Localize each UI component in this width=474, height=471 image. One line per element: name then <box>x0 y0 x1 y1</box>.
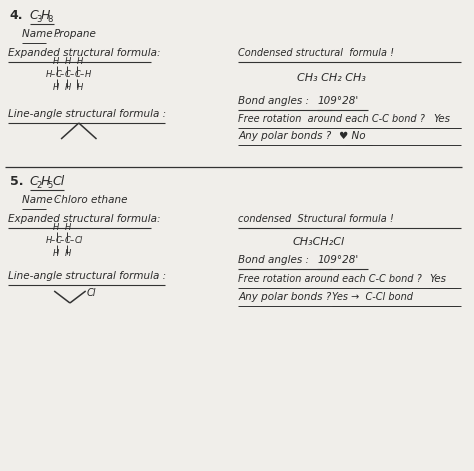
Text: Cl: Cl <box>52 175 64 188</box>
Text: H: H <box>53 83 59 92</box>
Text: Line-angle structural formula :: Line-angle structural formula : <box>8 109 166 119</box>
Text: H: H <box>53 249 59 258</box>
Text: 5: 5 <box>47 181 53 190</box>
Text: –: – <box>70 236 74 245</box>
Text: Expanded structural formula:: Expanded structural formula: <box>8 48 160 58</box>
Text: H: H <box>85 70 91 79</box>
Text: Line-angle structural formula :: Line-angle structural formula : <box>8 271 166 281</box>
Text: C: C <box>65 70 71 79</box>
Text: C: C <box>55 70 61 79</box>
Text: –: – <box>50 236 55 245</box>
Text: 2: 2 <box>36 181 42 190</box>
Text: H: H <box>46 70 52 79</box>
Text: condensed  Structural formula !: condensed Structural formula ! <box>238 214 394 224</box>
Text: H: H <box>53 223 59 232</box>
Text: –: – <box>50 70 55 79</box>
Text: H: H <box>65 83 71 92</box>
Text: Name :: Name : <box>22 29 59 39</box>
Text: H: H <box>46 236 52 245</box>
Text: C: C <box>29 175 38 188</box>
Text: 3: 3 <box>36 15 42 24</box>
Text: H: H <box>65 223 71 232</box>
Text: Expanded structural formula:: Expanded structural formula: <box>8 214 160 224</box>
Text: Yes: Yes <box>429 274 447 284</box>
Text: Any polar bonds ?: Any polar bonds ? <box>238 292 332 302</box>
Text: C: C <box>75 70 81 79</box>
Text: –: – <box>80 70 84 79</box>
Text: Any polar bonds ?: Any polar bonds ? <box>238 131 332 141</box>
Text: Condensed structural  formula !: Condensed structural formula ! <box>238 48 394 58</box>
Text: CH₃CH₂Cl: CH₃CH₂Cl <box>292 237 345 247</box>
Text: Bond angles :: Bond angles : <box>238 255 310 265</box>
Text: H: H <box>65 57 71 66</box>
Text: H: H <box>77 57 83 66</box>
Text: Free rotation around each C-C bond ?: Free rotation around each C-C bond ? <box>238 274 422 284</box>
Text: H: H <box>65 249 71 258</box>
Text: Bond angles :: Bond angles : <box>238 96 316 106</box>
Text: 109°28': 109°28' <box>317 255 358 265</box>
Text: CH₃ CH₂ CH₃: CH₃ CH₂ CH₃ <box>298 73 366 83</box>
Text: Propane: Propane <box>54 29 97 39</box>
Text: H: H <box>77 83 83 92</box>
Text: H: H <box>53 57 59 66</box>
Text: Cl: Cl <box>75 236 83 245</box>
Text: 109°28': 109°28' <box>317 96 358 106</box>
Text: H: H <box>40 175 50 188</box>
Text: Yes →  C-Cl bond: Yes → C-Cl bond <box>332 292 413 302</box>
Text: 8: 8 <box>47 15 53 24</box>
Text: Free rotation  around each C-C bond ?: Free rotation around each C-C bond ? <box>238 114 425 124</box>
Text: H: H <box>40 9 50 22</box>
Text: –: – <box>60 236 64 245</box>
Text: C: C <box>65 236 71 245</box>
Text: C: C <box>55 236 61 245</box>
Text: –: – <box>60 70 64 79</box>
Text: C: C <box>29 9 38 22</box>
Text: 4.: 4. <box>10 9 23 22</box>
Text: Cl: Cl <box>87 288 96 298</box>
Text: Yes: Yes <box>433 114 450 124</box>
Text: ♥ No: ♥ No <box>339 131 365 141</box>
Text: –: – <box>70 70 74 79</box>
Text: Name :: Name : <box>22 195 59 205</box>
Text: 5.: 5. <box>10 175 23 188</box>
Text: Chloro ethane: Chloro ethane <box>54 195 128 205</box>
